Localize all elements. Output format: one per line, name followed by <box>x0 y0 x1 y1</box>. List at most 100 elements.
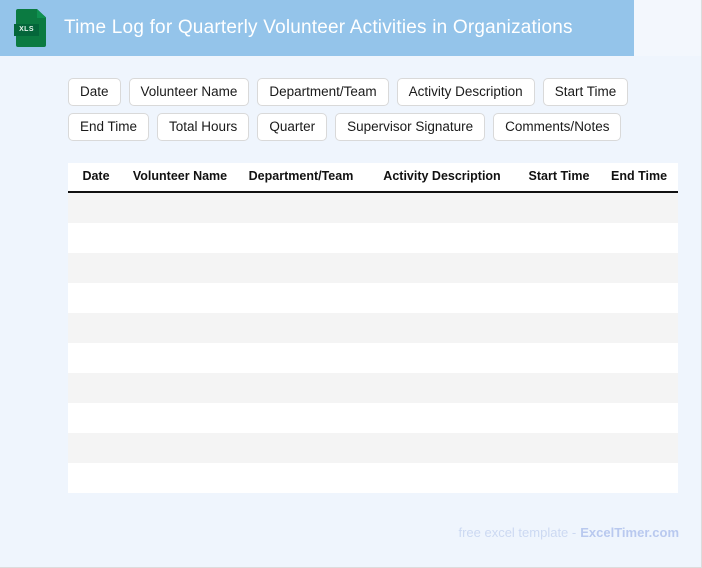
field-tag-date[interactable]: Date <box>68 78 121 106</box>
table-cell[interactable] <box>68 223 124 253</box>
table-cell[interactable] <box>518 433 600 463</box>
table-row[interactable] <box>68 463 678 493</box>
table-cell[interactable] <box>236 192 366 223</box>
table-cell[interactable] <box>236 463 366 493</box>
table-cell[interactable] <box>600 433 678 463</box>
table-cell[interactable] <box>236 283 366 313</box>
field-tag-department-team[interactable]: Department/Team <box>257 78 389 106</box>
table-cell[interactable] <box>366 313 518 343</box>
table-cell[interactable] <box>124 403 236 433</box>
table-cell[interactable] <box>366 403 518 433</box>
table-cell[interactable] <box>68 283 124 313</box>
table-cell[interactable] <box>366 343 518 373</box>
table-cell[interactable] <box>518 313 600 343</box>
table-cell[interactable] <box>366 283 518 313</box>
table-cell[interactable] <box>236 253 366 283</box>
column-header-start-time[interactable]: Start Time <box>518 163 600 193</box>
xls-icon-label: XLS <box>14 24 39 36</box>
table-cell[interactable] <box>600 283 678 313</box>
field-tag-list: Date Volunteer Name Department/Team Acti… <box>68 78 658 148</box>
data-table-body <box>68 192 678 493</box>
table-cell[interactable] <box>68 192 124 223</box>
table-cell[interactable] <box>518 403 600 433</box>
field-tag-quarter[interactable]: Quarter <box>257 113 328 141</box>
table-cell[interactable] <box>600 313 678 343</box>
table-cell[interactable] <box>600 253 678 283</box>
table-cell[interactable] <box>68 253 124 283</box>
table-cell[interactable] <box>600 192 678 223</box>
table-row[interactable] <box>68 373 678 403</box>
footer-credit: free excel template - ExcelTimer.com <box>458 525 679 540</box>
table-cell[interactable] <box>600 343 678 373</box>
table-cell[interactable] <box>518 192 600 223</box>
table-cell[interactable] <box>68 403 124 433</box>
table-cell[interactable] <box>236 223 366 253</box>
table-row[interactable] <box>68 343 678 373</box>
table-cell[interactable] <box>236 403 366 433</box>
table-cell[interactable] <box>124 192 236 223</box>
header-right-filler <box>634 0 701 56</box>
footer-lead-text: free excel template - <box>458 525 577 540</box>
table-cell[interactable] <box>236 343 366 373</box>
field-tag-activity-description[interactable]: Activity Description <box>396 78 535 106</box>
table-cell[interactable] <box>518 373 600 403</box>
table-cell[interactable] <box>236 433 366 463</box>
column-header-end-time[interactable]: End Time <box>600 163 678 193</box>
table-cell[interactable] <box>68 433 124 463</box>
table-cell[interactable] <box>124 223 236 253</box>
field-tag-end-time[interactable]: End Time <box>68 113 150 141</box>
header-banner: XLS Time Log for Quarterly Volunteer Act… <box>0 0 634 56</box>
table-cell[interactable] <box>600 403 678 433</box>
table-cell[interactable] <box>366 373 518 403</box>
table-cell[interactable] <box>124 373 236 403</box>
table-cell[interactable] <box>236 373 366 403</box>
column-header-volunteer-name[interactable]: Volunteer Name <box>124 163 236 193</box>
column-header-department-team[interactable]: Department/Team <box>236 163 366 193</box>
table-cell[interactable] <box>68 373 124 403</box>
table-cell[interactable] <box>124 313 236 343</box>
table-cell[interactable] <box>124 253 236 283</box>
table-cell[interactable] <box>124 343 236 373</box>
table-row[interactable] <box>68 223 678 253</box>
table-cell[interactable] <box>366 463 518 493</box>
xls-icon-fold-corner <box>37 9 46 18</box>
table-cell[interactable] <box>600 463 678 493</box>
table-cell[interactable] <box>518 463 600 493</box>
field-tag-start-time[interactable]: Start Time <box>542 78 629 106</box>
footer-brand-link[interactable]: ExcelTimer.com <box>580 525 679 540</box>
table-cell[interactable] <box>68 313 124 343</box>
data-table-wrapper: Date Volunteer Name Department/Team Acti… <box>68 163 678 493</box>
data-table-head: Date Volunteer Name Department/Team Acti… <box>68 163 678 193</box>
xls-file-icon: XLS <box>14 9 46 47</box>
table-row[interactable] <box>68 192 678 223</box>
table-row[interactable] <box>68 253 678 283</box>
table-cell[interactable] <box>124 433 236 463</box>
field-tag-supervisor-signature[interactable]: Supervisor Signature <box>335 113 486 141</box>
column-header-date[interactable]: Date <box>68 163 124 193</box>
column-header-activity-description[interactable]: Activity Description <box>366 163 518 193</box>
field-tag-comments-notes[interactable]: Comments/Notes <box>493 113 622 141</box>
field-tag-volunteer-name[interactable]: Volunteer Name <box>128 78 250 106</box>
table-cell[interactable] <box>366 192 518 223</box>
table-cell[interactable] <box>68 343 124 373</box>
table-cell[interactable] <box>366 253 518 283</box>
field-tag-row-1: Date Volunteer Name Department/Team Acti… <box>68 78 658 106</box>
table-row[interactable] <box>68 403 678 433</box>
table-row[interactable] <box>68 283 678 313</box>
table-cell[interactable] <box>518 343 600 373</box>
table-cell[interactable] <box>518 283 600 313</box>
table-cell[interactable] <box>124 463 236 493</box>
table-cell[interactable] <box>68 463 124 493</box>
table-cell[interactable] <box>366 433 518 463</box>
table-cell[interactable] <box>366 223 518 253</box>
field-tag-total-hours[interactable]: Total Hours <box>157 113 250 141</box>
table-cell[interactable] <box>518 223 600 253</box>
table-row[interactable] <box>68 313 678 343</box>
table-cell[interactable] <box>124 283 236 313</box>
table-cell[interactable] <box>518 253 600 283</box>
page-title: Time Log for Quarterly Volunteer Activit… <box>64 17 573 38</box>
table-cell[interactable] <box>600 223 678 253</box>
table-cell[interactable] <box>600 373 678 403</box>
table-row[interactable] <box>68 433 678 463</box>
table-cell[interactable] <box>236 313 366 343</box>
